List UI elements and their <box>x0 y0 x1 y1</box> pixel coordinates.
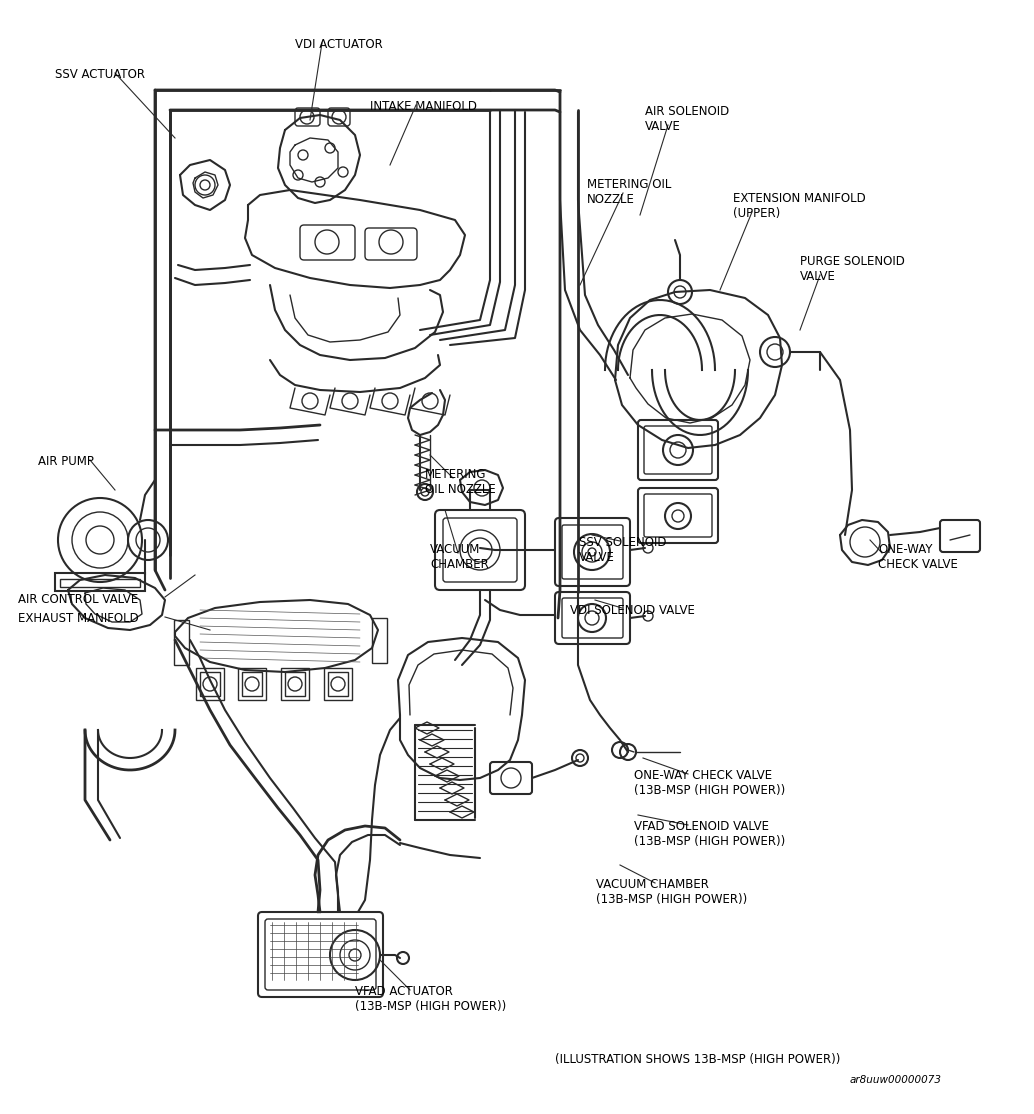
Text: (13B-MSP (HIGH POWER)): (13B-MSP (HIGH POWER)) <box>634 836 785 848</box>
Text: VALVE: VALVE <box>800 270 835 283</box>
Text: SSV SOLENOID: SSV SOLENOID <box>579 536 667 549</box>
Text: EXHAUST MANIFOLD: EXHAUST MANIFOLD <box>18 612 139 625</box>
Bar <box>281 668 309 700</box>
Bar <box>238 668 266 700</box>
Text: METERING OIL: METERING OIL <box>587 178 671 190</box>
Text: ar8uuw00000073: ar8uuw00000073 <box>850 1075 942 1085</box>
Text: AIR CONTROL VALVE: AIR CONTROL VALVE <box>18 593 139 606</box>
Text: (13B-MSP (HIGH POWER)): (13B-MSP (HIGH POWER)) <box>596 893 748 906</box>
Text: VDI SOLENOID VALVE: VDI SOLENOID VALVE <box>570 604 695 617</box>
Text: (13B-MSP (HIGH POWER)): (13B-MSP (HIGH POWER)) <box>355 1000 507 1013</box>
Text: NOZZLE: NOZZLE <box>587 193 635 206</box>
Bar <box>328 672 348 696</box>
Text: VALVE: VALVE <box>579 551 615 564</box>
Text: (13B-MSP (HIGH POWER)): (13B-MSP (HIGH POWER)) <box>634 784 785 797</box>
Text: PURGE SOLENOID: PURGE SOLENOID <box>800 255 905 268</box>
Text: VACUUM: VACUUM <box>430 543 481 556</box>
Bar <box>196 668 224 700</box>
Text: ONE-WAY: ONE-WAY <box>878 543 933 556</box>
Text: SSV ACTUATOR: SSV ACTUATOR <box>55 68 145 81</box>
Bar <box>324 668 352 700</box>
Text: VACUUM CHAMBER: VACUUM CHAMBER <box>596 878 709 891</box>
Text: AIR SOLENOID: AIR SOLENOID <box>645 105 729 118</box>
Text: (ILLUSTRATION SHOWS 13B-MSP (HIGH POWER)): (ILLUSTRATION SHOWS 13B-MSP (HIGH POWER)… <box>555 1053 841 1066</box>
Text: OIL NOZZLE: OIL NOZZLE <box>425 483 495 496</box>
Text: VFAD SOLENOID VALVE: VFAD SOLENOID VALVE <box>634 820 769 833</box>
Text: INTAKE MANIFOLD: INTAKE MANIFOLD <box>370 100 477 113</box>
Text: VDI ACTUATOR: VDI ACTUATOR <box>295 38 383 51</box>
Text: METERING: METERING <box>425 468 487 481</box>
Text: CHAMBER: CHAMBER <box>430 558 489 571</box>
Text: VFAD ACTUATOR: VFAD ACTUATOR <box>355 985 453 998</box>
Text: EXTENSION MANIFOLD: EXTENSION MANIFOLD <box>733 192 865 205</box>
Text: VALVE: VALVE <box>645 120 680 133</box>
Bar <box>242 672 262 696</box>
Text: AIR PUMP: AIR PUMP <box>38 455 94 468</box>
Bar <box>285 672 305 696</box>
Bar <box>174 620 189 665</box>
Bar <box>55 573 145 592</box>
Bar <box>60 579 140 587</box>
Text: CHECK VALVE: CHECK VALVE <box>878 558 957 571</box>
Bar <box>200 672 220 696</box>
Text: (UPPER): (UPPER) <box>733 207 781 219</box>
Bar <box>372 618 387 663</box>
Text: ONE-WAY CHECK VALVE: ONE-WAY CHECK VALVE <box>634 769 772 782</box>
